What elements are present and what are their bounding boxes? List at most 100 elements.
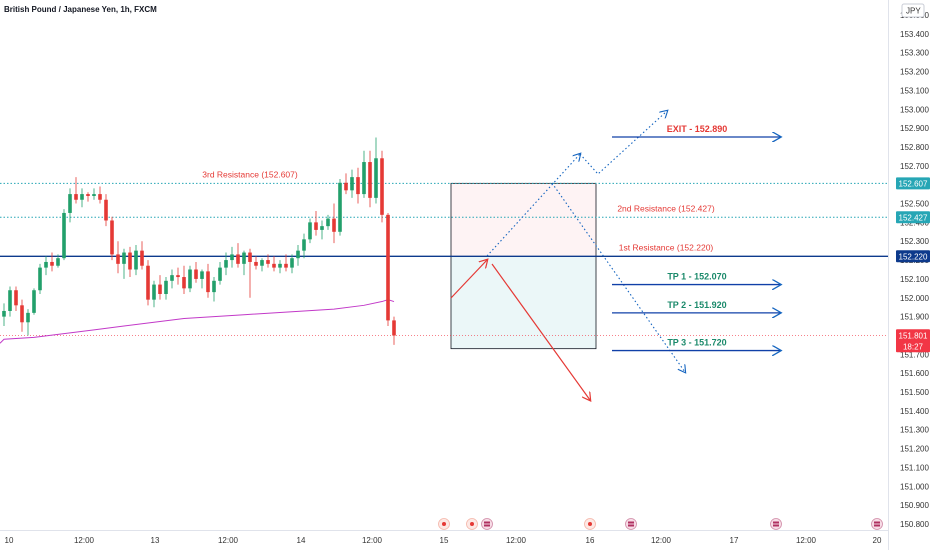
currency-label: JPY bbox=[906, 7, 921, 16]
x-tick-label: 12:00 bbox=[506, 536, 527, 545]
candle bbox=[296, 244, 300, 266]
y-tick-label: 150.800 bbox=[900, 520, 929, 529]
candle-body bbox=[278, 263, 282, 268]
event-flag-icon bbox=[770, 518, 782, 530]
blue-dotted-exit bbox=[579, 111, 667, 175]
candle-body bbox=[248, 252, 252, 262]
candle-body bbox=[326, 218, 330, 227]
candle bbox=[314, 211, 318, 236]
candle bbox=[140, 241, 144, 270]
target-label: TP 3 - 151.720 bbox=[667, 338, 726, 348]
candle bbox=[356, 167, 360, 204]
red-arrow-up bbox=[450, 260, 487, 299]
y-tick-label: 151.100 bbox=[900, 463, 929, 472]
event-dot-icon bbox=[438, 518, 450, 530]
target-label: TP 1 - 152.070 bbox=[667, 272, 726, 282]
event-dot-icon bbox=[466, 518, 478, 530]
candle-body bbox=[170, 275, 174, 281]
y-tick-label: 153.100 bbox=[900, 86, 929, 95]
moving-average bbox=[0, 299, 395, 344]
candle bbox=[350, 169, 354, 198]
candle bbox=[194, 261, 198, 283]
position-box[interactable] bbox=[450, 182, 597, 350]
event-markers bbox=[438, 518, 883, 530]
price-badge-label: 152.427 bbox=[899, 213, 928, 222]
x-tick-label: 10 bbox=[5, 536, 14, 545]
candle-body bbox=[2, 310, 6, 317]
candle bbox=[32, 288, 36, 315]
y-tick-label: 152.100 bbox=[900, 275, 929, 284]
x-tick-label: 16 bbox=[586, 536, 595, 545]
candle bbox=[260, 258, 264, 272]
x-axis-ticks: 10 12:00 13 12:00 14 12:00 15 12:00 16 12:00 17 12:… bbox=[5, 536, 882, 545]
candle-body bbox=[338, 182, 342, 232]
level-label: 1st Resistance (152.220) bbox=[619, 242, 714, 252]
candle-body bbox=[74, 194, 78, 200]
candle bbox=[110, 216, 114, 261]
candle-body bbox=[266, 260, 270, 264]
candle-body bbox=[332, 218, 336, 232]
level-label: 2nd Resistance (152.427) bbox=[617, 203, 715, 213]
candle-body bbox=[314, 222, 318, 230]
x-tick-label: 12:00 bbox=[651, 536, 672, 545]
candle-body bbox=[104, 199, 108, 221]
candle bbox=[212, 277, 216, 302]
x-tick-label: 13 bbox=[151, 536, 160, 545]
candle bbox=[338, 179, 342, 236]
candle bbox=[272, 256, 276, 272]
chart-background bbox=[0, 0, 888, 530]
candle bbox=[26, 309, 30, 336]
candle-body bbox=[176, 275, 180, 278]
candle-body bbox=[254, 261, 258, 266]
candle bbox=[116, 241, 120, 274]
x-tick-label: 15 bbox=[440, 536, 449, 545]
candle-body bbox=[230, 254, 234, 261]
candle-body bbox=[152, 284, 156, 300]
candle-body bbox=[362, 162, 366, 195]
candle-body bbox=[188, 269, 192, 289]
candle-body bbox=[242, 252, 246, 264]
candle bbox=[218, 261, 222, 285]
y-tick-label: 152.000 bbox=[900, 294, 929, 303]
candle-body bbox=[116, 254, 120, 264]
position-box-outline bbox=[450, 182, 597, 350]
candle-body bbox=[302, 239, 306, 251]
candle bbox=[302, 233, 306, 259]
candle bbox=[182, 265, 186, 295]
x-tick-label: 12:00 bbox=[362, 536, 383, 545]
candle-body bbox=[380, 158, 384, 215]
candle bbox=[200, 269, 204, 289]
candle bbox=[344, 173, 348, 195]
candle bbox=[134, 244, 138, 276]
event-dot-core bbox=[588, 522, 592, 526]
y-tick-label: 152.700 bbox=[900, 162, 929, 171]
candle-body bbox=[110, 220, 114, 255]
candle bbox=[278, 260, 282, 274]
price-badge bbox=[896, 250, 930, 263]
candle bbox=[104, 194, 108, 227]
y-tick-label: 153.300 bbox=[900, 49, 929, 58]
candle bbox=[386, 212, 390, 327]
candle-body bbox=[134, 250, 138, 270]
candle-body bbox=[182, 277, 186, 289]
x-tick-label: 20 bbox=[873, 536, 882, 545]
y-tick-label: 152.900 bbox=[900, 124, 929, 133]
candle-body bbox=[164, 280, 168, 295]
candle-body bbox=[20, 305, 24, 323]
candle bbox=[50, 252, 54, 272]
blue-dotted-down bbox=[551, 182, 685, 372]
currency-button[interactable]: JPY bbox=[901, 3, 925, 18]
candle bbox=[98, 186, 102, 204]
y-tick-label: 151.500 bbox=[900, 388, 929, 397]
candle-body bbox=[14, 290, 18, 306]
y-tick-label: 152.800 bbox=[900, 143, 929, 152]
candle bbox=[284, 254, 288, 272]
candle bbox=[128, 246, 132, 278]
ma-line bbox=[0, 299, 395, 344]
candle bbox=[152, 280, 156, 308]
candle-body bbox=[50, 261, 54, 266]
candle bbox=[122, 248, 126, 279]
y-tick-label: 152.500 bbox=[900, 200, 929, 209]
candle-body bbox=[308, 222, 312, 240]
